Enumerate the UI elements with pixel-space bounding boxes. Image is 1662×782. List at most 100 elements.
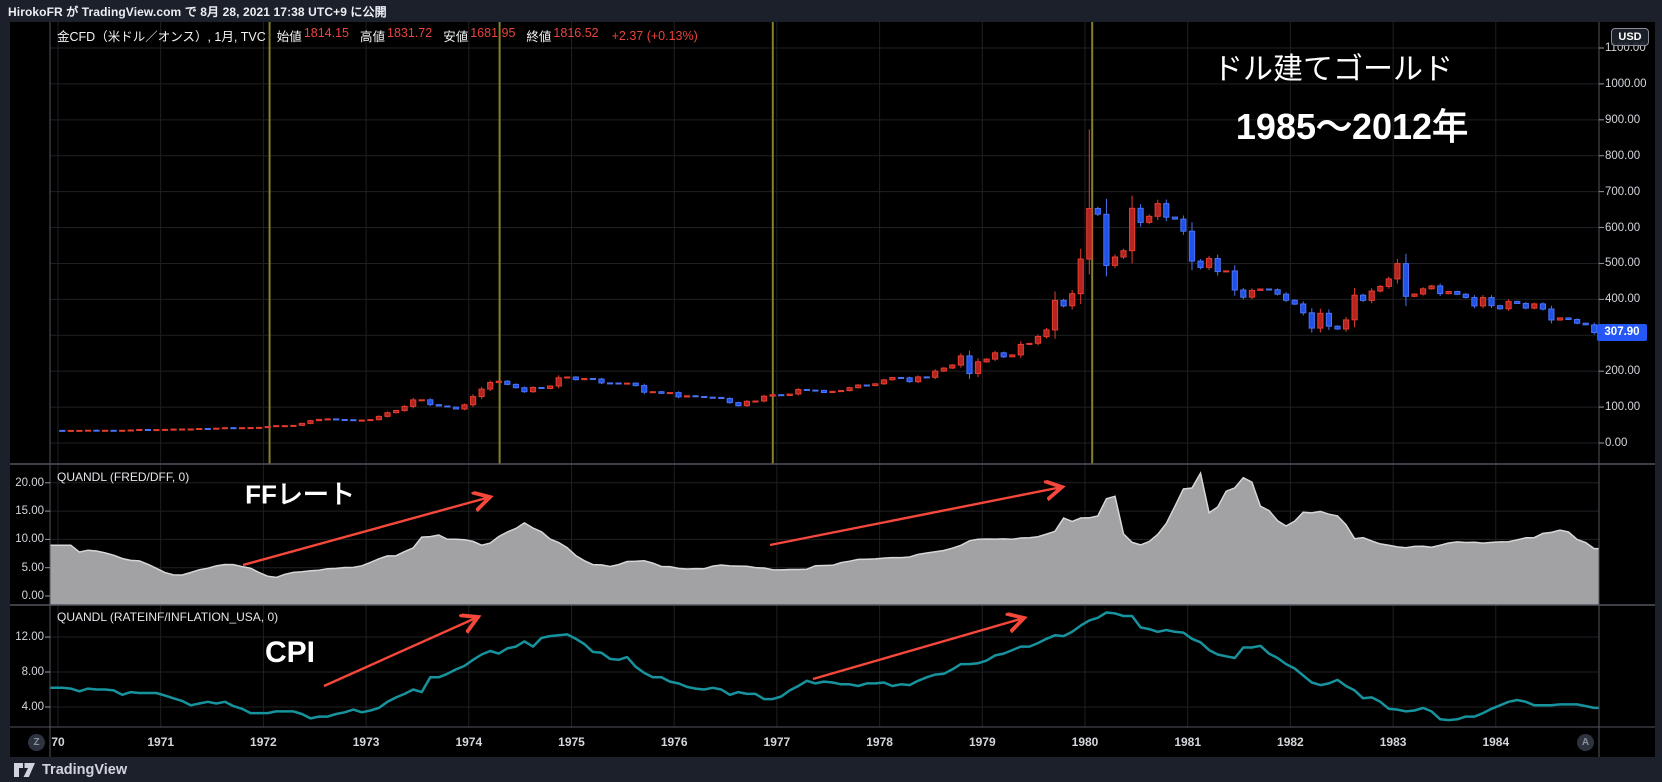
candle-down [615, 382, 622, 385]
candle-up [1120, 250, 1127, 258]
candle-down [1454, 291, 1461, 295]
time-axis-label: 1971 [147, 735, 175, 749]
candle-up [196, 428, 203, 430]
candle-up [495, 380, 502, 384]
symbol-legend: 金CFD（米ドル／オンス）, 1月, TVC 始値 1814.15 高値 1831.… [57, 26, 698, 45]
candle-up [273, 425, 280, 428]
candle-up [1428, 285, 1435, 290]
candle-down [427, 399, 434, 406]
candle-up [256, 426, 263, 429]
candle-down [1300, 303, 1307, 314]
candle-down [820, 389, 828, 393]
candle-down [812, 389, 819, 392]
candle-down [1471, 297, 1478, 307]
candle-down [1497, 305, 1504, 310]
price-tick-label: 200.00 [1605, 365, 1641, 378]
ff-tick-label: 20.00 [15, 476, 44, 489]
candle-up [1420, 288, 1427, 295]
candle-up [855, 384, 862, 389]
candle-up [367, 419, 374, 422]
candle-down [1180, 218, 1187, 232]
candle-down [538, 387, 545, 389]
candle-down [1437, 285, 1444, 295]
candle-down [1163, 203, 1170, 218]
candle-down [521, 387, 528, 393]
candle-down [709, 396, 716, 399]
candle-up [846, 387, 853, 392]
candle-up [769, 394, 776, 397]
candle-up [1257, 288, 1264, 291]
candle-down [93, 429, 100, 432]
candle-up [67, 429, 74, 432]
candle-up [298, 422, 305, 426]
chart-canvas[interactable] [0, 22, 1662, 757]
candle-up [1556, 317, 1564, 321]
pane-borders [10, 22, 1655, 757]
candle-down [906, 377, 913, 383]
publish-info-bar: HirokoFR が TradingView.com で 8月 28, 2021… [0, 0, 1662, 22]
ohlc-open: 始値 1814.15 [277, 26, 349, 45]
auto-scale-badge[interactable]: A [1577, 734, 1594, 751]
candle-down [675, 392, 682, 398]
candle-up [786, 393, 793, 397]
ff-pane-source-label[interactable]: QUANDL (FRED/DFF, 0) [57, 470, 190, 484]
candle-up [487, 382, 494, 390]
candle-up [102, 429, 109, 432]
candle-up [418, 399, 425, 402]
cpi-pane-source-label[interactable]: QUANDL (RATEINF/INFLATION_USA, 0) [57, 610, 279, 624]
candle-down [589, 378, 596, 380]
candle-up [555, 377, 562, 387]
footer-bar: TradingView [0, 757, 1662, 782]
candle-up [470, 396, 477, 406]
price-tick-label: 500.00 [1605, 257, 1641, 270]
candle-down [1137, 207, 1144, 223]
ff-rate-area-series [50, 473, 1599, 605]
last-price-badge: 307.90 [1597, 323, 1647, 341]
candle-down [1574, 319, 1581, 324]
tradingview-logo-icon[interactable] [14, 762, 35, 777]
candle-up [1342, 319, 1350, 330]
plot-background [10, 22, 1655, 757]
candle-up [213, 427, 220, 430]
candle-down [1308, 312, 1315, 329]
candle-down [632, 382, 639, 387]
candle-up [529, 387, 537, 393]
candle-down [1103, 213, 1110, 267]
time-axis-label: 1976 [660, 735, 688, 749]
candle-up [1385, 278, 1392, 287]
candle-up [974, 361, 982, 374]
candle-down [897, 377, 905, 379]
price-tick-label: 700.00 [1605, 185, 1641, 198]
candle-down [1548, 308, 1555, 321]
candle-down [444, 405, 451, 408]
candle-down [1582, 322, 1589, 326]
candle-down [341, 419, 348, 421]
timezone-badge[interactable]: Z [28, 734, 45, 751]
close-value: 1816.52 [553, 26, 599, 40]
tradingview-brand[interactable]: TradingView [42, 761, 128, 778]
candle-down [1274, 289, 1281, 295]
candle-down [333, 418, 340, 421]
open-value: 1814.15 [303, 26, 349, 40]
candle-down [110, 429, 117, 432]
symbol-title[interactable]: 金CFD（米ドル／オンス）, 1月, TVC [57, 30, 266, 44]
candle-up [992, 352, 999, 360]
chart-area[interactable]: 金CFD（米ドル／オンス）, 1月, TVC 始値 1814.15 高値 1831.… [0, 22, 1662, 757]
candle-up [761, 395, 768, 402]
cpi-line-series [50, 611, 1599, 722]
candle-down [598, 378, 605, 384]
price-tick-label: 400.00 [1605, 293, 1641, 306]
candle-up [1043, 329, 1050, 338]
candle-up [880, 379, 887, 385]
open-label: 始値 [276, 30, 302, 44]
vertical-line-drawings [268, 22, 1094, 464]
candle-down [504, 380, 511, 385]
time-axis-label: 1972 [250, 735, 277, 749]
candle-up [1368, 290, 1375, 301]
candle-up [478, 388, 485, 398]
currency-badge[interactable]: USD [1611, 28, 1649, 46]
candle-up [957, 355, 964, 366]
price-tick-label: 100.00 [1605, 401, 1641, 414]
cpi-tick-label: 4.00 [21, 701, 44, 713]
high-value: 1831.72 [387, 26, 433, 40]
